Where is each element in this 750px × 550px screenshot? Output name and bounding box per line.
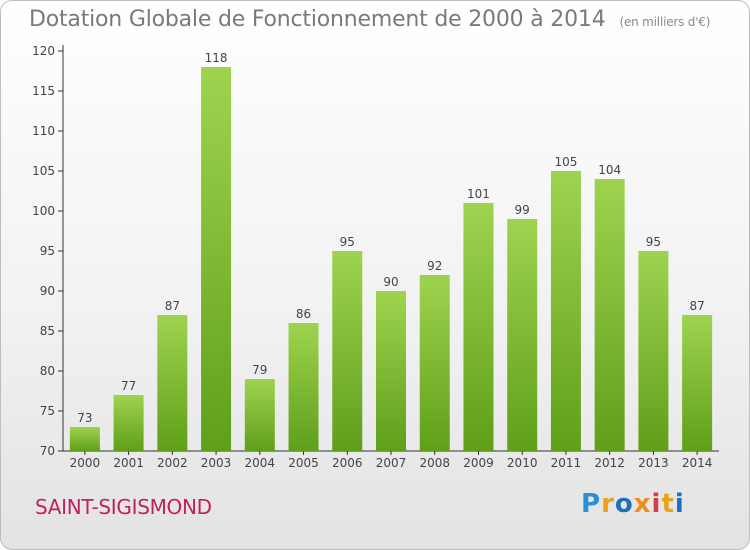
- logo-letter: t: [661, 489, 675, 519]
- proxiti-logo: Proxiti: [581, 489, 685, 519]
- bar: [682, 315, 713, 451]
- bar: [463, 203, 494, 451]
- chart-unit-label: (en milliers d'€): [619, 15, 711, 29]
- x-tick-label: 2010: [507, 456, 538, 470]
- bar-value-label: 92: [427, 259, 442, 273]
- bar: [638, 251, 669, 451]
- logo-letter: x: [633, 489, 652, 519]
- x-tick-label: 2002: [157, 456, 188, 470]
- y-tick-label: 75: [40, 404, 55, 418]
- y-tick-label: 80: [40, 364, 55, 378]
- bar: [201, 67, 232, 451]
- bar-value-label: 95: [340, 235, 355, 249]
- y-tick-label: 100: [32, 204, 55, 218]
- bar-value-label: 77: [121, 379, 136, 393]
- x-tick-label: 2005: [288, 456, 319, 470]
- y-tick-label: 110: [32, 124, 55, 138]
- bar: [113, 395, 144, 451]
- bar: [157, 315, 188, 451]
- bar: [332, 251, 363, 451]
- logo-letter: P: [581, 489, 602, 519]
- bar: [550, 171, 581, 451]
- bar-value-label: 104: [598, 163, 621, 177]
- chart-title: Dotation Globale de Fonctionnement de 20…: [29, 7, 710, 32]
- x-tick-label: 2013: [638, 456, 669, 470]
- x-tick-label: 2009: [463, 456, 494, 470]
- bar-value-label: 90: [383, 275, 398, 289]
- x-tick-label: 2006: [332, 456, 363, 470]
- bar-value-label: 101: [467, 187, 490, 201]
- bar: [507, 219, 538, 451]
- y-tick-label: 120: [32, 44, 55, 58]
- x-tick-label: 2003: [201, 456, 232, 470]
- x-tick-label: 2007: [376, 456, 407, 470]
- x-tick-label: 2004: [245, 456, 276, 470]
- y-tick-label: 70: [40, 444, 55, 458]
- bar-value-label: 95: [646, 235, 661, 249]
- logo-letter: i: [674, 489, 685, 519]
- bar: [594, 179, 625, 451]
- bar-value-label: 118: [205, 51, 228, 65]
- y-tick-label: 105: [32, 164, 55, 178]
- bar: [244, 379, 275, 451]
- x-tick-label: 2012: [594, 456, 625, 470]
- bar: [376, 291, 406, 451]
- logo-letter: r: [601, 489, 615, 519]
- bar-value-label: 73: [77, 411, 92, 425]
- x-tick-label: 2011: [551, 456, 582, 470]
- logo-letter: o: [614, 489, 634, 519]
- y-tick-label: 95: [40, 244, 55, 258]
- x-tick-label: 2008: [419, 456, 450, 470]
- y-tick-label: 85: [40, 324, 55, 338]
- bar-value-label: 87: [165, 299, 180, 313]
- x-tick-label: 2000: [70, 456, 101, 470]
- chart-title-text: Dotation Globale de Fonctionnement de 20…: [29, 7, 606, 32]
- bar: [419, 275, 450, 451]
- y-tick-label: 115: [32, 84, 55, 98]
- commune-name: SAINT-SIGISMOND: [35, 495, 212, 519]
- bar-value-label: 86: [296, 307, 311, 321]
- bar-value-label: 79: [252, 363, 267, 377]
- y-tick-label: 90: [40, 284, 55, 298]
- bar: [288, 323, 319, 451]
- logo-letter: i: [651, 489, 662, 519]
- bar-value-label: 87: [689, 299, 704, 313]
- bar: [69, 427, 100, 451]
- bar-value-label: 105: [554, 155, 577, 169]
- x-tick-label: 2001: [113, 456, 144, 470]
- bar-value-label: 99: [515, 203, 530, 217]
- x-tick-label: 2014: [682, 456, 713, 470]
